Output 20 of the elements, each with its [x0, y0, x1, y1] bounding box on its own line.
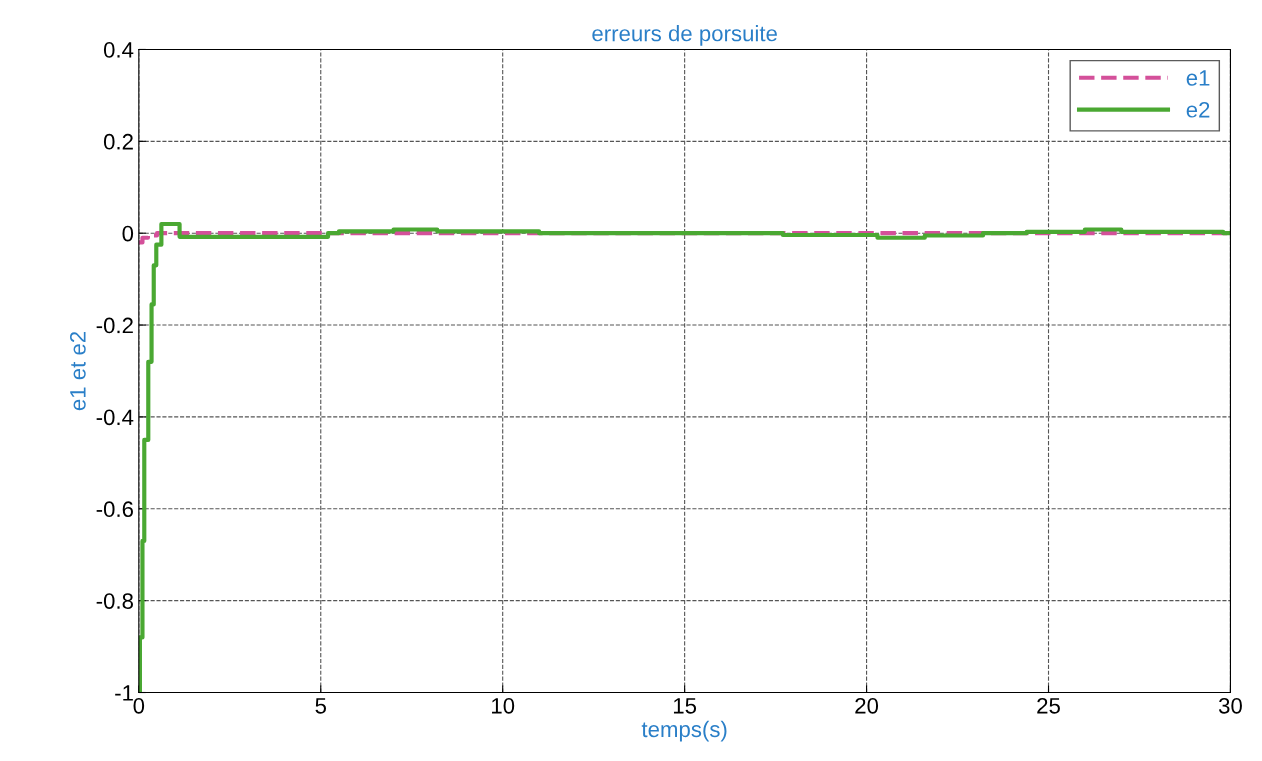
y-tick-label: -0.8 — [96, 593, 133, 609]
y-tick-label: -0.2 — [96, 317, 133, 334]
x-tick-label: 25 — [1037, 697, 1060, 714]
x-tick-label: 10 — [492, 697, 515, 714]
y-tick-label: 0.4 — [103, 42, 134, 58]
x-tick-label: 15 — [673, 698, 697, 714]
y-tick-label: 0 — [122, 225, 134, 242]
x-axis-title: temps(s) — [641, 720, 727, 742]
x-tick-label: 0 — [133, 697, 145, 714]
x-tick-label: 30 — [1218, 697, 1242, 714]
y-tick-label: -0.6 — [96, 501, 133, 518]
x-tick-label: 20 — [855, 697, 879, 714]
legend-label: e1 — [1186, 70, 1210, 86]
y-axis-title: e1 et e2 — [69, 331, 86, 411]
y-tick-label: -1 — [115, 685, 133, 701]
chart-title: erreurs de porsuite — [592, 25, 777, 46]
x-tick-label: 5 — [315, 698, 327, 714]
legend-label: e2 — [1186, 101, 1210, 118]
y-tick-label: 0.2 — [103, 133, 133, 150]
y-tick-label: -0.4 — [96, 409, 134, 426]
